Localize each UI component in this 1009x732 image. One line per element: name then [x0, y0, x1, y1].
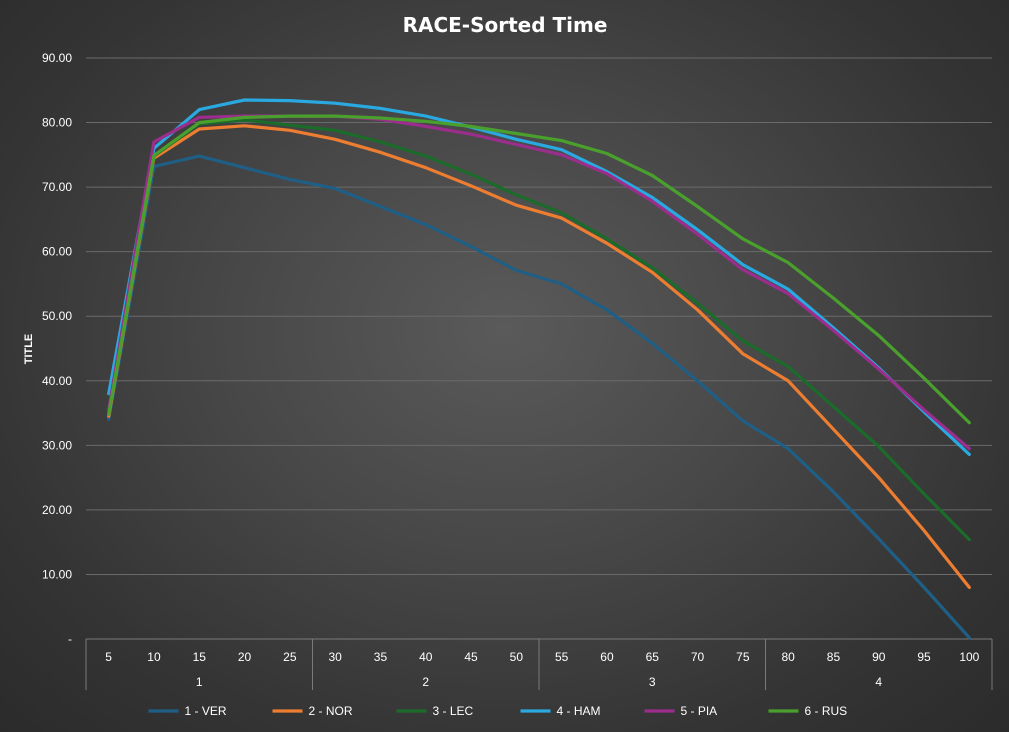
x-group-label: 1: [196, 675, 203, 689]
y-tick-label: 80.00: [42, 116, 72, 130]
legend-label: 6 - RUS: [805, 704, 848, 718]
y-tick-label: 70.00: [42, 180, 72, 194]
x-tick-label: 25: [283, 650, 297, 664]
x-tick-label: 95: [917, 650, 931, 664]
series-line-4-ham: [107, 98, 971, 456]
x-tick-label: 75: [736, 650, 750, 664]
y-tick-label: 50.00: [42, 309, 72, 323]
x-tick-label: 50: [510, 650, 524, 664]
x-tick-label: 80: [781, 650, 795, 664]
x-tick-label: 60: [600, 650, 614, 664]
x-group-label: 4: [875, 675, 882, 689]
y-tick-label: 40.00: [42, 374, 72, 388]
legend-label: 1 - VER: [185, 704, 227, 718]
x-tick-label: 65: [646, 650, 660, 664]
legend-label: 2 - NOR: [309, 704, 353, 718]
y-tick-label: 10.00: [42, 567, 72, 581]
x-tick-label: 10: [147, 650, 161, 664]
x-tick-label: 55: [555, 650, 569, 664]
legend-label: 3 - LEC: [433, 704, 474, 718]
x-tick-label: 70: [691, 650, 705, 664]
y-tick-label: 60.00: [42, 245, 72, 259]
x-tick-label: 85: [827, 650, 841, 664]
y-tick-label: 20.00: [42, 503, 72, 517]
x-tick-label: 15: [193, 650, 207, 664]
y-tick-label: 90.00: [42, 51, 72, 65]
legend-label: 5 - PIA: [681, 704, 718, 718]
gridlines: [86, 57, 992, 640]
x-tick-label: 45: [464, 650, 478, 664]
series-line-3-lec: [107, 118, 971, 542]
legend-label: 4 - HAM: [557, 704, 601, 718]
x-tick-label: 35: [374, 650, 388, 664]
series-line-1-ver: [107, 154, 971, 640]
x-tick-label: 5: [105, 650, 112, 664]
x-axis: 5 10 15 20 25 30 35 40 45 50 55 60 65 70 75 80 85 90 95 100…: [85, 639, 993, 690]
series-line-2-nor: [107, 124, 971, 590]
x-group-label: 3: [649, 675, 656, 689]
x-tick-label: 40: [419, 650, 433, 664]
chart-title: RACE-Sorted Time: [403, 13, 608, 37]
legend: 1 - VER 2 - NOR 3 - LEC 4 - HAM 5 - PIA 6 - R…: [148, 704, 848, 718]
series-line-6-rus: [107, 114, 971, 425]
x-group-label: 2: [422, 675, 429, 689]
x-tick-label: 20: [238, 650, 252, 664]
series-lines: [107, 98, 971, 640]
y-axis-ticks: - 10.00 20.00 30.00 40.00 50.00 60.00 70.00 80.0…: [42, 51, 72, 646]
y-tick-label: 30.00: [42, 438, 72, 452]
x-tick-label: 30: [328, 650, 342, 664]
y-axis-title: TITLE: [23, 334, 35, 365]
x-tick-label: 100: [959, 650, 979, 664]
y-tick-label: -: [68, 632, 72, 646]
x-tick-label: 90: [872, 650, 886, 664]
